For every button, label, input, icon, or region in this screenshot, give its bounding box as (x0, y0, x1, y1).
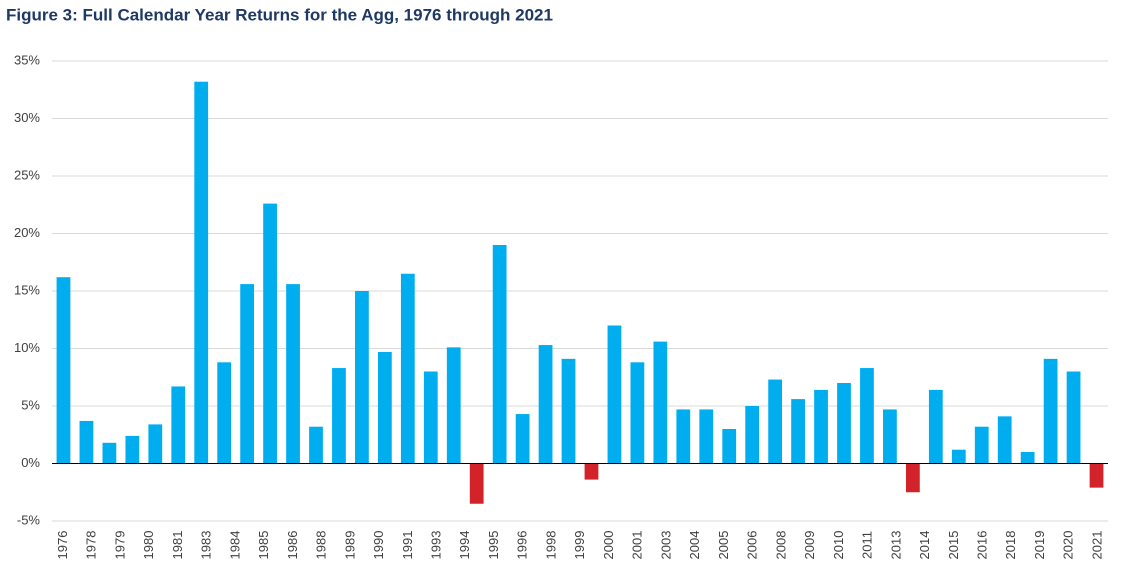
x-tick-label: 1988 (314, 531, 329, 560)
bar (860, 368, 874, 464)
bar (974, 426, 989, 464)
x-tick-label: 1978 (84, 531, 99, 560)
bar (584, 463, 599, 480)
bar (102, 442, 117, 464)
x-tick-label: 2019 (1032, 531, 1047, 560)
x-tick-label: 2016 (974, 531, 989, 560)
bar (928, 389, 943, 464)
bar (400, 273, 415, 464)
bar (171, 386, 186, 464)
bar (905, 463, 920, 493)
x-tick-label: 2001 (630, 531, 645, 560)
bar (1020, 452, 1035, 464)
y-tick-label: 30% (14, 110, 40, 125)
bar (883, 409, 897, 464)
bar (492, 245, 507, 464)
bar (423, 371, 438, 464)
bar (722, 429, 737, 464)
bar (607, 325, 622, 464)
y-tick-label: 0% (21, 455, 40, 470)
bar (286, 284, 300, 464)
x-tick-label: 1991 (400, 531, 415, 560)
bar (125, 435, 140, 464)
bar (263, 203, 277, 464)
x-tick-label: 1994 (457, 531, 472, 560)
x-tick-label: 1985 (256, 531, 271, 560)
bar (951, 449, 966, 464)
x-tick-label: 2013 (888, 531, 903, 560)
bar (837, 383, 851, 464)
bar (332, 368, 346, 464)
bar (217, 362, 232, 464)
x-tick-label: 1983 (199, 531, 214, 560)
bar (148, 424, 163, 464)
bar (676, 409, 691, 464)
x-tick-label: 2004 (687, 531, 702, 560)
x-tick-label: 1998 (543, 531, 558, 560)
bar (1066, 371, 1081, 464)
bar (768, 379, 783, 464)
bar (630, 362, 645, 464)
bar (469, 463, 484, 504)
y-tick-label: 25% (14, 167, 40, 182)
x-tick-label: 1996 (515, 531, 530, 560)
bar (194, 81, 209, 464)
x-tick-label: 1984 (227, 531, 242, 560)
x-tick-label: 2021 (1089, 531, 1104, 560)
y-tick-label: 35% (14, 52, 40, 67)
x-tick-label: 1980 (141, 531, 156, 560)
bar (997, 416, 1012, 464)
x-tick-label: 2011 (860, 531, 875, 559)
x-tick-label: 2014 (917, 531, 932, 560)
x-tick-label: 1979 (112, 531, 127, 560)
bar (538, 345, 553, 464)
bar (791, 399, 805, 464)
x-tick-label: 1990 (371, 531, 386, 560)
y-tick-label: 10% (14, 340, 40, 355)
x-tick-label: 1981 (170, 531, 185, 560)
x-tick-label: 1976 (55, 531, 70, 560)
x-tick-label: 2006 (745, 531, 760, 560)
bar (446, 347, 461, 464)
y-tick-label: 5% (21, 397, 40, 412)
x-tick-label: 2009 (802, 531, 817, 560)
bar (79, 420, 94, 464)
bar (699, 409, 714, 464)
y-tick-label: 15% (14, 282, 40, 297)
x-tick-label: 2003 (658, 531, 673, 560)
x-tick-label: 2018 (1003, 531, 1018, 560)
bar (56, 277, 71, 464)
bar (309, 426, 323, 464)
x-tick-label: 2005 (716, 531, 731, 560)
bar (515, 414, 530, 464)
bar (377, 351, 392, 464)
y-tick-label: 20% (14, 225, 40, 240)
bar (355, 291, 369, 464)
x-tick-label: 2015 (946, 531, 961, 560)
x-tick-label: 1989 (342, 531, 357, 560)
x-tick-label: 2020 (1061, 531, 1076, 560)
x-tick-label: 2010 (831, 531, 846, 560)
bar (814, 389, 828, 464)
x-tick-label: 1986 (285, 531, 300, 560)
bar (653, 341, 668, 464)
bar (1043, 358, 1058, 464)
bar (1089, 463, 1104, 488)
x-tick-label: 2000 (601, 531, 616, 560)
bar (240, 284, 255, 464)
chart-title: Figure 3: Full Calendar Year Returns for… (6, 5, 553, 24)
x-tick-label: 1999 (572, 531, 587, 560)
y-tick-label: -5% (17, 512, 41, 527)
x-tick-label: 2008 (773, 531, 788, 560)
x-tick-label: 1993 (428, 531, 443, 560)
bar (561, 358, 576, 464)
x-tick-label: 1995 (486, 531, 501, 560)
bar (745, 406, 760, 464)
